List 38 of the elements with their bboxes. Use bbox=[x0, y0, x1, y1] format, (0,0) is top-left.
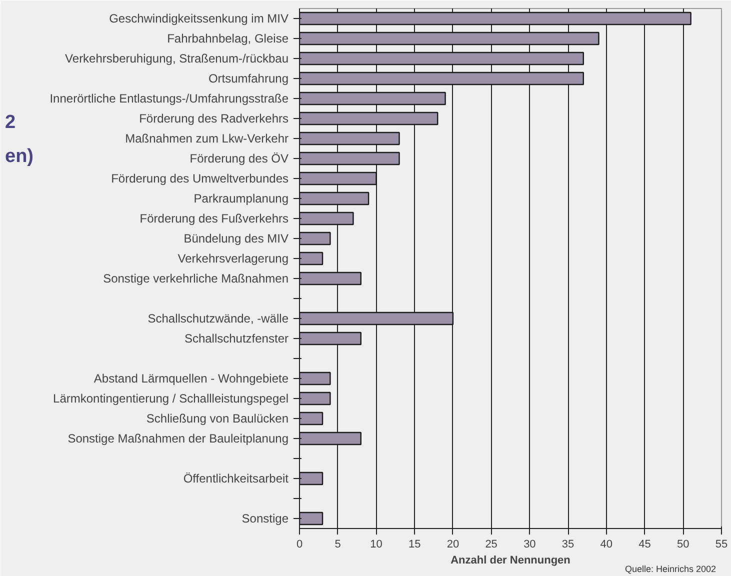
x-tick-label: 20 bbox=[446, 538, 460, 550]
x-tick-label: 15 bbox=[408, 538, 421, 550]
y-tick-label: Förderung des Radverkehrs bbox=[139, 112, 289, 126]
y-tick-label: Schallschutzfenster bbox=[184, 332, 289, 346]
y-tick-label: Schallschutzwände, -wälle bbox=[148, 312, 289, 326]
y-tick-label: Sonstige Maßnahmen der Bauleitplanung bbox=[68, 432, 288, 446]
y-tick-label: Förderung des ÖV bbox=[190, 152, 288, 166]
y-tick-label: Sonstige verkehrliche Maßnahmen bbox=[103, 272, 289, 286]
x-tick-label: 10 bbox=[370, 538, 382, 550]
y-tick-label: Bündelung des MIV bbox=[184, 232, 289, 246]
x-axis-title: Anzahl der Nennungen bbox=[450, 554, 571, 566]
x-tick-label: 5 bbox=[334, 538, 341, 550]
y-tick-label: Förderung des Fußverkehrs bbox=[140, 212, 289, 226]
y-tick-label: Parkraumplanung bbox=[194, 192, 289, 206]
y-tick-label: Lärmkontingentierung / Schallleistungspegel bbox=[53, 392, 288, 406]
y-tick-label: Sonstige bbox=[242, 512, 289, 526]
y-tick-label: Abstand Lärmquellen - Wohngebiete bbox=[94, 372, 289, 386]
y-tick-label: Öffentlichkeitsarbeit bbox=[183, 472, 290, 486]
x-tick-label: 25 bbox=[485, 538, 498, 550]
y-tick-label: Förderung des Umweltverbundes bbox=[111, 172, 288, 186]
y-tick-label: Innerörtliche Entlastungs-/Umfahrungsstraße bbox=[50, 92, 289, 106]
y-tick-label: Geschwindigkeitssenkung im MIV bbox=[109, 12, 289, 26]
y-tick-label: Maßnahmen zum Lkw-Verkehr bbox=[125, 132, 289, 146]
x-tick-label: 55 bbox=[715, 538, 728, 550]
x-tick-label: 35 bbox=[562, 538, 574, 550]
y-tick-label: Verkehrsberuhigung, Straßenum-/rückbau bbox=[65, 52, 288, 66]
y-tick-label: Verkehrsverlagerung bbox=[178, 252, 289, 266]
text: 2 bbox=[5, 111, 16, 135]
y-tick-label: Fahrbahnbelag, Gleise bbox=[167, 32, 289, 46]
text: en) bbox=[5, 145, 34, 169]
x-tick-label: 30 bbox=[524, 538, 536, 550]
x-tick-label: 45 bbox=[638, 538, 651, 550]
y-tick-label: Schließung von Baulücken bbox=[146, 412, 289, 426]
y-tick-label: Ortsumfahrung bbox=[208, 72, 289, 86]
x-tick-label: 40 bbox=[600, 538, 613, 550]
x-tick-label: 50 bbox=[677, 538, 690, 550]
source-note: Quelle: Heinrichs 2002 bbox=[624, 563, 716, 576]
x-tick-label: 0 bbox=[296, 538, 303, 550]
